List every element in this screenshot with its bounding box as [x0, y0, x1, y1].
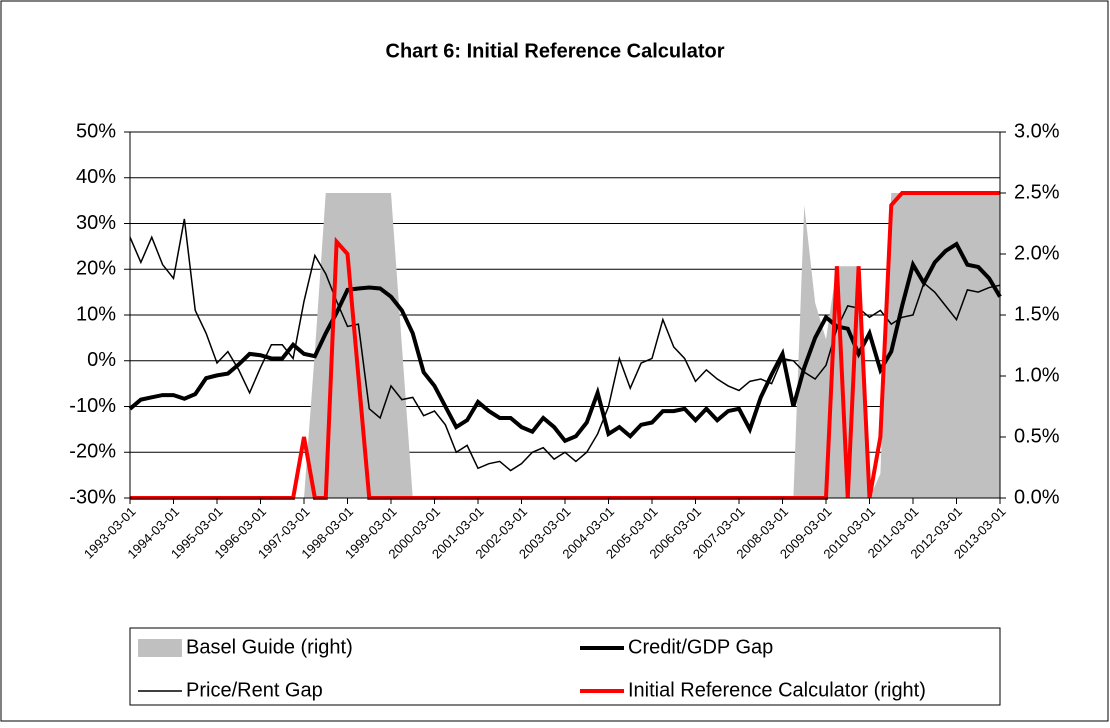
y-tick-label: 20% [76, 258, 116, 280]
legend-label: Credit/GDP Gap [628, 636, 773, 658]
y2-tick-label: 2.5% [1014, 181, 1060, 203]
legend-box [129, 627, 1001, 706]
legend-label: Basel Guide (right) [186, 636, 353, 658]
legend-label: Price/Rent Gap [186, 679, 323, 701]
legend-label: Initial Reference Calculator (right) [628, 679, 926, 701]
y2-tick-label: 1.0% [1014, 364, 1060, 386]
y2-tick-label: 1.5% [1014, 303, 1060, 325]
y-tick-label: -10% [69, 395, 116, 417]
y-tick-label: 50% [76, 120, 116, 142]
y-tick-label: -20% [69, 441, 116, 463]
y-tick-label: 40% [76, 166, 116, 188]
y-tick-label: 0% [87, 349, 116, 371]
y2-tick-label: 3.0% [1014, 120, 1060, 142]
y2-tick-label: 0.0% [1014, 486, 1060, 508]
y-tick-label: 10% [76, 303, 116, 325]
y2-tick-label: 0.5% [1014, 425, 1060, 447]
legend: Basel Guide (right) Credit/GDP Gap Price/R… [138, 636, 926, 701]
y2-tick-label: 2.0% [1014, 242, 1060, 264]
chart-title: Chart 6: Initial Reference Calculator [386, 40, 725, 62]
y-tick-label: -30% [69, 486, 116, 508]
y-tick-label: 30% [76, 212, 116, 234]
legend-swatch [138, 639, 182, 657]
